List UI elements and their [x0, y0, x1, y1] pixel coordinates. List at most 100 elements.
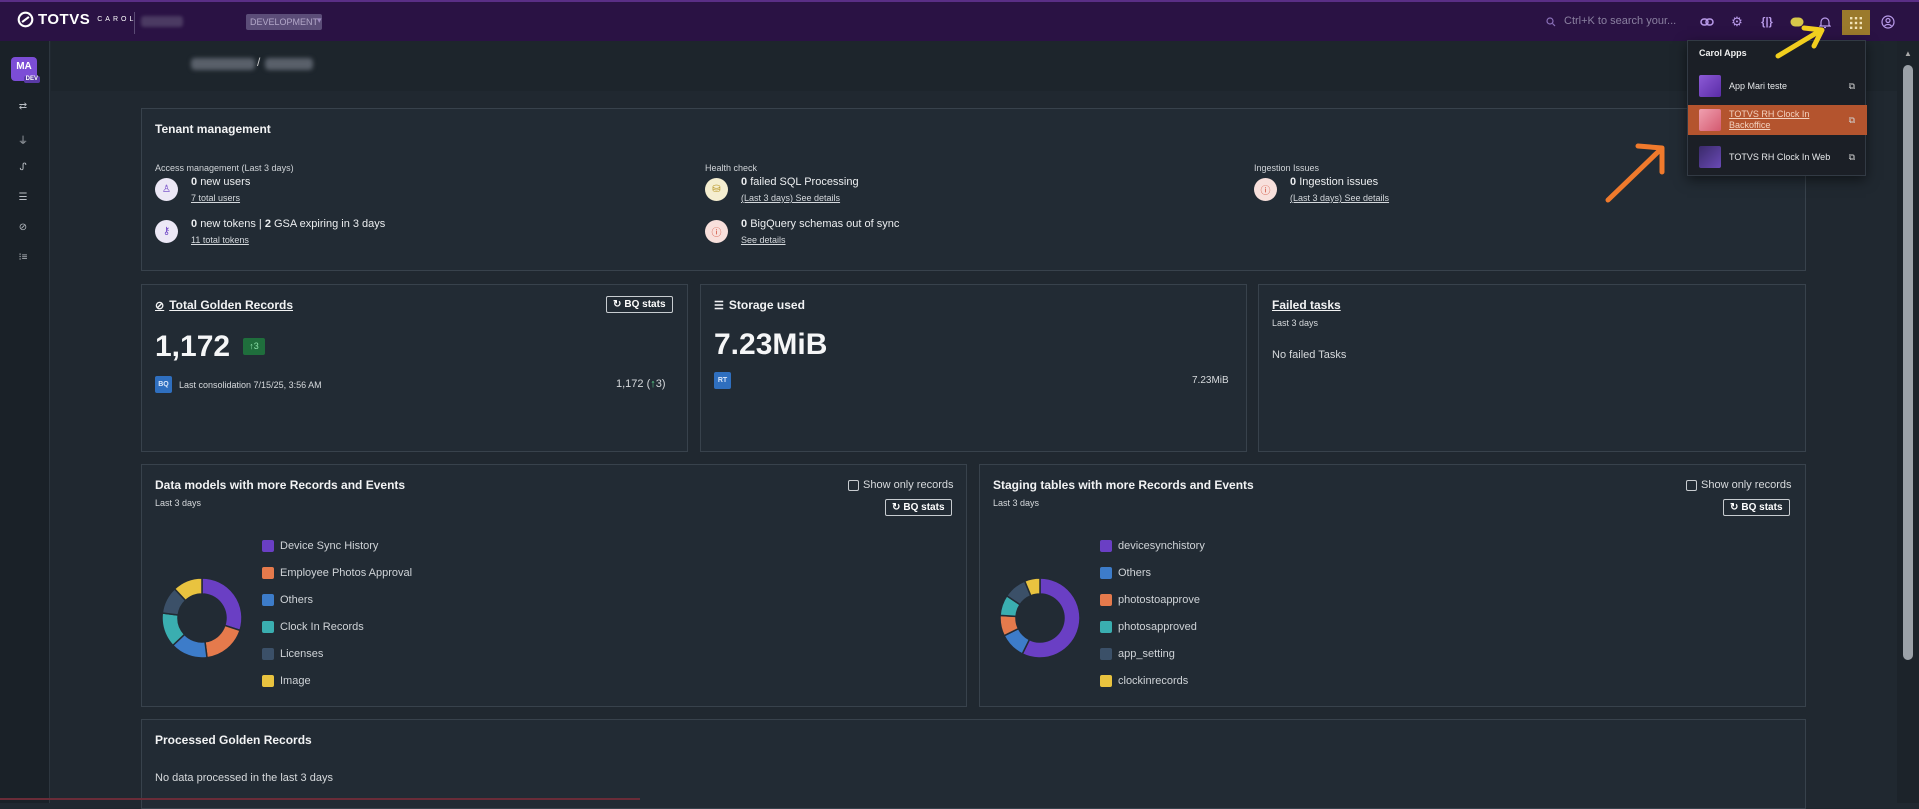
donut-chart — [161, 577, 243, 659]
chevron-down-icon[interactable]: ▾ — [317, 15, 322, 25]
last-consolidation: Last consolidation 7/15/25, 3:56 AM — [179, 380, 322, 390]
breadcrumb-tenant[interactable] — [265, 58, 313, 70]
scrollbar-track[interactable]: ▲ — [1897, 41, 1919, 803]
tenant-management-card: Tenant management Access management (Las… — [141, 108, 1806, 271]
legend-item[interactable]: app_setting — [1100, 648, 1175, 660]
total-tokens-link[interactable]: 11 total tokens — [191, 235, 249, 245]
failed-tasks-card: Failed tasks Last 3 days No failed Tasks — [1258, 284, 1806, 452]
legend-swatch — [262, 594, 274, 606]
show-only-records-checkbox[interactable] — [1686, 480, 1697, 491]
legend-item[interactable]: photostoapprove — [1100, 594, 1200, 606]
breadcrumb-separator: / — [257, 55, 261, 69]
legend-item[interactable]: Device Sync History — [262, 540, 378, 552]
bigquery-details-link[interactable]: See details — [741, 235, 786, 245]
bell-icon[interactable] — [1816, 13, 1834, 31]
app-thumbnail — [1699, 109, 1721, 131]
staging-title: Staging tables with more Records and Eve… — [993, 478, 1254, 492]
totvs-logo[interactable]: TOTVS CAROL — [17, 11, 136, 28]
staging-tables-card: Staging tables with more Records and Eve… — [979, 464, 1806, 707]
bq-stats-button[interactable]: ↻ BQ stats — [606, 296, 673, 313]
search-input[interactable]: Ctrl+K to search your... — [1564, 15, 1677, 27]
legend-swatch — [262, 621, 274, 633]
legend-label: Clock In Records — [280, 621, 364, 633]
legend-label: Device Sync History — [280, 540, 379, 552]
legend-label: devicesynchistory — [1118, 540, 1205, 552]
bq-tag: BQ — [155, 376, 172, 393]
legend-swatch — [1100, 540, 1112, 552]
database-icon: ☰ — [714, 299, 724, 312]
show-only-records-checkbox[interactable] — [848, 480, 859, 491]
avatar[interactable]: MA DEV — [11, 57, 40, 83]
legend-item[interactable]: Clock In Records — [262, 621, 364, 633]
app-item[interactable]: TOTVS RH Clock In Web ⧉ — [1688, 142, 1867, 172]
link-icon[interactable] — [1698, 13, 1716, 31]
legend-label: Employee Photos Approval — [280, 567, 413, 579]
app-item-label: App Mari teste — [1729, 80, 1788, 91]
gear-icon[interactable]: ⚙ — [1731, 14, 1743, 29]
sidebar: MA DEV ⇄ ⏚ ᔑ ☰ ⊘ ⁝≡ — [0, 41, 50, 803]
pie-slice-clockinrecords[interactable] — [1023, 577, 1041, 597]
new-tokens: 0 new tokens | 2 GSA expiring in 3 days — [191, 218, 386, 230]
database-icon[interactable]: ☰ — [18, 192, 28, 203]
failed-sql-details-link[interactable]: (Last 3 days) See details — [741, 193, 841, 203]
carol-apps-dropdown: Carol Apps App Mari teste ⧉ TOTVS RH Clo… — [1687, 40, 1867, 176]
scroll-up-icon[interactable]: ▲ — [1904, 49, 1912, 58]
legend-item[interactable]: Others — [262, 594, 313, 606]
alert-icon: ⓘ — [1254, 178, 1277, 201]
processed-title: Processed Golden Records — [155, 733, 312, 747]
code-braces-icon[interactable]: {|} — [1761, 16, 1773, 28]
ingestion-details-link[interactable]: (Last 3 days) See details — [1290, 193, 1390, 203]
theme-toggle-icon[interactable] — [1788, 13, 1806, 31]
total-golden-records-card: ⊘ Total Golden Records ↻ BQ stats 1,172 ↑3… — [141, 284, 688, 452]
sql-icon: ⛁ — [705, 178, 728, 201]
breadcrumb-organization[interactable] — [191, 58, 255, 70]
pie-slice-devicesynchistory[interactable] — [1021, 577, 1081, 659]
bq-stats-button[interactable]: ↻ BQ stats — [1723, 499, 1790, 516]
app-item[interactable]: App Mari teste ⧉ — [1688, 71, 1867, 101]
app-thumbnail — [1699, 146, 1721, 168]
logo-icon — [17, 11, 34, 28]
legend-label: photostoapprove — [1118, 594, 1200, 606]
environment-badge[interactable]: DEVELOPMENT — [246, 14, 323, 30]
legend-swatch — [1100, 675, 1112, 687]
legend-item[interactable]: Others — [1100, 567, 1151, 579]
user-profile-icon[interactable] — [1879, 13, 1897, 31]
plug-icon[interactable]: ⏚ — [18, 136, 28, 147]
flow-icon[interactable]: ᔑ — [19, 162, 27, 173]
scrollbar-thumb[interactable] — [1903, 65, 1913, 660]
pie-slice-device-sync-history[interactable] — [201, 577, 243, 632]
compass-icon[interactable]: ⊘ — [18, 222, 28, 233]
external-link-icon: ⧉ — [1848, 114, 1855, 125]
legend-item[interactable]: Licenses — [262, 648, 323, 660]
failed-sql: 0 failed SQL Processing — [741, 176, 859, 188]
golden-records-title[interactable]: ⊘ Total Golden Records — [155, 298, 294, 312]
chart-legend: Device Sync History Employee Photos Appro… — [262, 540, 462, 700]
shuffle-icon[interactable]: ⇄ — [18, 101, 28, 112]
pie-slice-image[interactable] — [173, 577, 203, 602]
user-icon: ♙ — [155, 178, 178, 201]
legend-item[interactable]: devicesynchistory — [1100, 540, 1205, 552]
legend-item[interactable]: Image — [262, 675, 311, 687]
list-settings-icon[interactable]: ⁝≡ — [18, 252, 28, 263]
total-users-link[interactable]: 7 total users — [191, 193, 241, 203]
annotation-arrow-orange — [1605, 143, 1665, 203]
legend-item[interactable]: photosapproved — [1100, 621, 1197, 633]
tenant-selector[interactable] — [141, 16, 183, 27]
search-icon[interactable] — [1546, 13, 1556, 31]
apps-grid-icon — [1850, 16, 1862, 29]
new-users: 0 new users — [191, 176, 251, 188]
pie-slice-employee-photos-approval[interactable] — [204, 624, 241, 659]
external-link-icon: ⧉ — [1848, 151, 1855, 162]
legend-label: Image — [280, 675, 311, 687]
legend-item[interactable]: Employee Photos Approval — [262, 567, 412, 579]
refresh-icon: ↻ — [613, 299, 622, 310]
bq-stats-button[interactable]: ↻ BQ stats — [885, 499, 952, 516]
legend-item[interactable]: clockinrecords — [1100, 675, 1188, 687]
data-models-title: Data models with more Records and Events — [155, 478, 406, 492]
alert-icon: ⓘ — [705, 220, 728, 243]
apps-grid-button[interactable] — [1842, 10, 1870, 35]
app-item[interactable]: TOTVS RH Clock In Backoffice ⧉ — [1688, 105, 1867, 135]
logo-subtext: CAROL — [97, 16, 137, 23]
key-icon: ⚷ — [155, 220, 178, 243]
failed-tasks-title[interactable]: Failed tasks — [1272, 298, 1341, 312]
